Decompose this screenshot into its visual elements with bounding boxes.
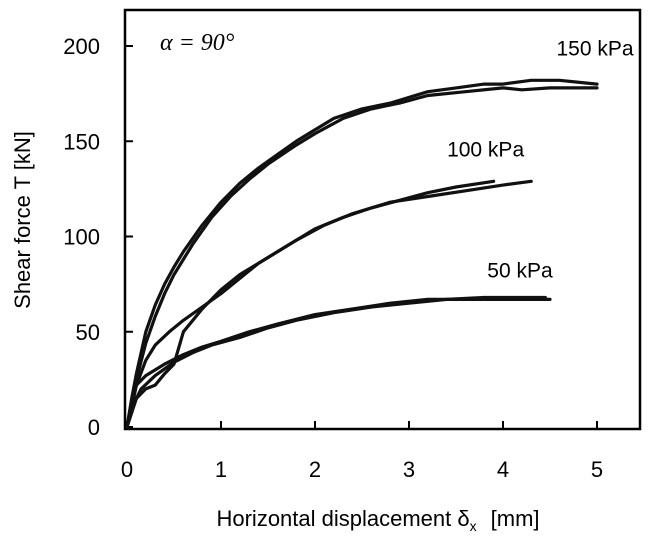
x-tick-label: 1 bbox=[215, 457, 227, 482]
series-curve-2-2 bbox=[125, 179, 533, 429]
series-label: 100 kPa bbox=[447, 138, 524, 161]
x-tick-label: 4 bbox=[497, 457, 509, 482]
series-curve-1-1 bbox=[125, 78, 599, 429]
y-axis-ticks: 0 50 100 150 200 bbox=[63, 34, 133, 440]
x-axis-title: Horizontal displacement δx [mm] bbox=[216, 506, 539, 534]
x-axis-title-main: Horizontal displacement δ bbox=[216, 506, 469, 531]
y-tick-label: 150 bbox=[63, 129, 100, 154]
x-tick-label: 0 bbox=[121, 457, 133, 482]
series-label: 50 kPa bbox=[487, 259, 553, 282]
x-tick-label: 5 bbox=[591, 457, 603, 482]
x-tick-label: 2 bbox=[309, 457, 321, 482]
y-tick-label: 100 bbox=[63, 225, 100, 250]
series-labels: 150 kPa 100 kPa 50 kPa bbox=[447, 37, 634, 282]
series-curve-1-2 bbox=[125, 86, 599, 429]
x-axis-title-unit: [mm] bbox=[491, 506, 540, 531]
plot-frame bbox=[123, 8, 642, 431]
alpha-annotation: α = 90° bbox=[160, 30, 235, 56]
x-axis-title-subscript: x bbox=[470, 518, 477, 534]
data-curves bbox=[125, 78, 599, 429]
series-label: 150 kPa bbox=[556, 37, 633, 60]
series-curve-3-2 bbox=[125, 295, 547, 429]
x-axis-ticks: 0 1 2 3 4 5 bbox=[121, 421, 603, 482]
y-tick-label: 200 bbox=[63, 34, 100, 59]
y-axis-title: Shear force T [kN] bbox=[10, 131, 35, 309]
y-tick-label: 50 bbox=[76, 320, 100, 345]
x-tick-label: 3 bbox=[403, 457, 415, 482]
y-tick-label: 0 bbox=[88, 415, 100, 440]
